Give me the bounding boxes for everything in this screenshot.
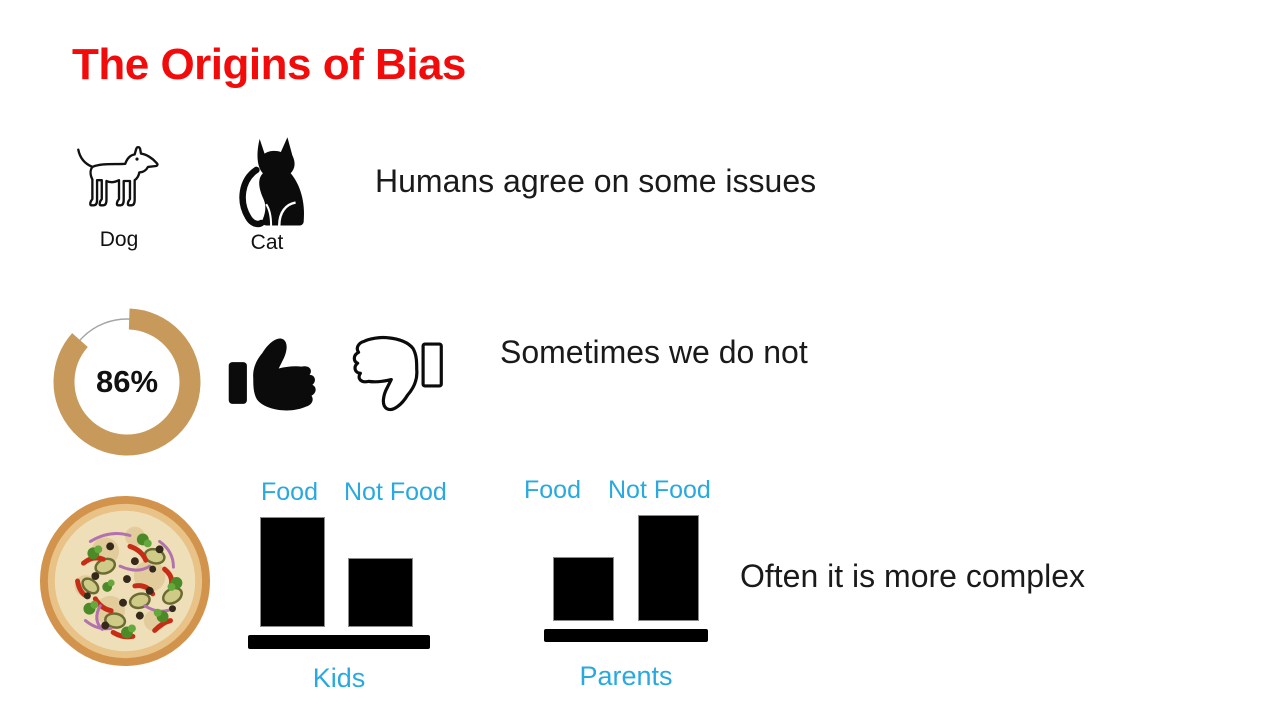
thumbs-up-icon — [228, 338, 316, 411]
parents-bar-chart: Food Not Food Parents — [520, 476, 730, 701]
parents-axis-baseline — [544, 629, 708, 642]
kids-group-label: Kids — [312, 663, 366, 693]
kids-food-label: Food — [261, 478, 318, 506]
cat-silhouette-icon — [239, 137, 305, 228]
kids-axis-baseline — [248, 635, 430, 649]
statement-complex: Often it is more complex — [740, 558, 1085, 594]
parents-food-label: Food — [524, 476, 581, 504]
thumbs-down-icon — [352, 335, 443, 412]
dog-label: Dog — [99, 228, 139, 251]
donut-arc — [53, 308, 201, 456]
parents-notfood-bar — [638, 515, 699, 621]
kids-bar-chart: Food Not Food Kids — [248, 478, 447, 703]
dog-outline-icon — [77, 145, 159, 207]
donut-chart-86-percent: 86% — [52, 307, 202, 457]
kids-food-bar — [260, 517, 325, 627]
parents-food-bar — [553, 557, 614, 621]
parents-group-label: Parents — [579, 661, 673, 691]
parents-notfood-label: Not Food — [608, 476, 711, 504]
statement-agree: Humans agree on some issues — [375, 163, 817, 199]
kids-notfood-bar — [348, 558, 413, 627]
donut-percent-label: 86% — [95, 364, 159, 399]
statement-disagree: Sometimes we do not — [500, 334, 808, 370]
cat-label: Cat — [250, 231, 284, 254]
pizza-image — [39, 495, 211, 667]
kids-notfood-label: Not Food — [344, 478, 447, 506]
slide-title: The Origins of Bias — [72, 40, 466, 89]
